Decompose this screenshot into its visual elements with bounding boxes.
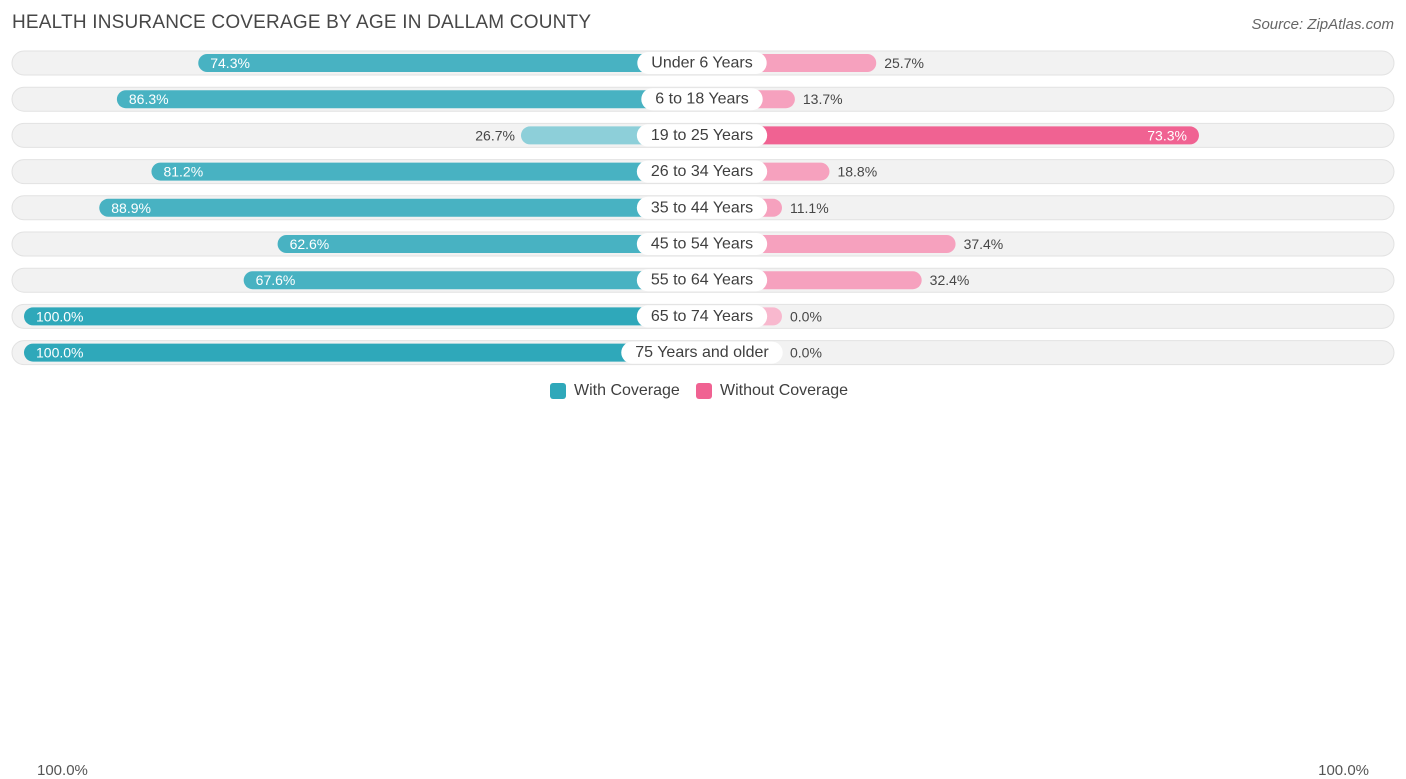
with-coverage-bar — [24, 343, 702, 362]
without-coverage-value: 37.4% — [964, 236, 1004, 252]
legend-with-coverage: With Coverage — [550, 382, 680, 400]
category-label: 35 to 44 Years — [651, 199, 753, 216]
chart-row: 62.6% 37.4% 45 to 54 Years — [11, 231, 1395, 257]
legend: 100.0% With Coverage Without Coverage 10… — [0, 380, 1406, 779]
category-pill — [641, 88, 763, 111]
with-coverage-bar — [243, 271, 702, 290]
with-coverage-swatch — [550, 383, 566, 399]
category-label: 65 to 74 Years — [651, 308, 753, 325]
without-coverage-value: 13.7% — [803, 91, 843, 107]
with-coverage-value: 100.0% — [36, 345, 83, 361]
with-coverage-bar — [151, 162, 703, 181]
with-coverage-value: 81.2% — [163, 164, 203, 180]
with-coverage-value: 67.6% — [256, 272, 296, 288]
category-pill — [636, 269, 768, 292]
category-label: Under 6 Years — [651, 55, 752, 72]
without-coverage-value: 11.1% — [790, 200, 829, 216]
with-coverage-value: 88.9% — [111, 200, 151, 216]
source-note: Source: ZipAtlas.com — [1251, 16, 1394, 33]
axis-left-label: 100.0% — [37, 762, 88, 779]
category-label: 6 to 18 Years — [655, 91, 748, 108]
category-pill — [636, 196, 768, 219]
category-pill — [637, 52, 767, 74]
without-coverage-value: 0.0% — [790, 345, 822, 361]
with-coverage-bar — [277, 235, 702, 253]
category-label: 55 to 64 Years — [651, 272, 753, 289]
chart-row: 26.7% 73.3% 19 to 25 Years — [11, 122, 1395, 148]
category-label: 19 to 25 Years — [651, 127, 753, 144]
without-coverage-swatch — [696, 383, 712, 399]
chart-row: 67.6% 32.4% 55 to 64 Years — [11, 267, 1395, 293]
category-label: 75 Years and older — [635, 344, 769, 361]
category-pill — [636, 233, 768, 255]
category-pill — [636, 305, 768, 328]
without-coverage-value: 18.8% — [837, 164, 877, 180]
chart-title: HEALTH INSURANCE COVERAGE BY AGE IN DALL… — [12, 12, 592, 33]
without-coverage-value: 32.4% — [930, 272, 970, 288]
category-pill — [636, 124, 768, 147]
chart-row: 100.0% 0.0% 75 Years and older — [11, 340, 1395, 366]
without-coverage-bar — [702, 126, 1199, 145]
category-pill — [636, 160, 768, 183]
with-coverage-bar — [99, 198, 703, 217]
chart-row: 86.3% 13.7% 6 to 18 Years — [11, 86, 1395, 112]
legend-with-label: With Coverage — [574, 382, 680, 399]
with-coverage-bar — [116, 90, 703, 109]
with-coverage-value: 86.3% — [129, 91, 169, 107]
with-coverage-value: 74.3% — [210, 55, 250, 71]
with-coverage-bar — [24, 307, 702, 326]
category-label: 45 to 54 Years — [651, 236, 753, 253]
category-label: 26 to 34 Years — [651, 163, 753, 180]
category-pill — [621, 341, 783, 364]
with-coverage-bar — [198, 54, 702, 72]
legend-without-coverage: Without Coverage — [696, 382, 848, 400]
chart-row: 88.9% 11.1% 35 to 44 Years — [11, 195, 1395, 221]
with-coverage-value: 26.7% — [475, 127, 515, 143]
legend-without-label: Without Coverage — [720, 382, 849, 399]
chart-row: 74.3% 25.7% Under 6 Years — [11, 50, 1395, 76]
without-coverage-value: 0.0% — [790, 308, 822, 324]
coverage-chart: 74.3% 25.7% Under 6 Years 86.3% 13.7% 6 to 18… — [11, 50, 1395, 366]
without-coverage-value: 73.3% — [1147, 127, 1187, 143]
with-coverage-value: 100.0% — [36, 308, 83, 324]
chart-row: 81.2% 18.8% 26 to 34 Years — [11, 159, 1395, 185]
chart-row: 100.0% 0.0% 65 to 74 Years — [11, 303, 1395, 329]
without-coverage-value: 25.7% — [884, 55, 924, 71]
with-coverage-value: 62.6% — [290, 236, 330, 252]
axis-right-label: 100.0% — [1318, 762, 1369, 779]
